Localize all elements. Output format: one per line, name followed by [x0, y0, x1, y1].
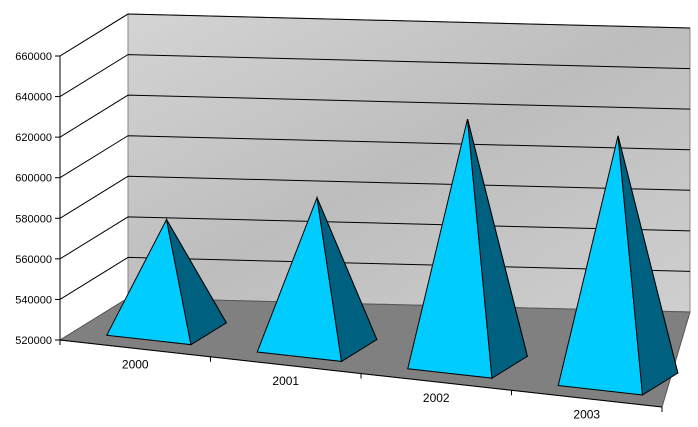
pyramid-2000: [105, 218, 228, 346]
pyramid-face-side: [166, 219, 228, 346]
pyramid-face-side: [316, 197, 378, 363]
x-tick-label: 2000: [122, 357, 149, 371]
y-tick-label: 580000: [15, 213, 52, 225]
y-tick-label: 560000: [15, 254, 52, 266]
gridline: [59, 94, 691, 138]
x-tick-label: 2002: [423, 391, 450, 405]
pyramid-2003: [557, 135, 679, 396]
y-tick-label: 640000: [15, 92, 52, 104]
gridline: [59, 54, 691, 97]
side-wall: [59, 13, 129, 341]
gridline: [59, 135, 691, 179]
pyramid-2002: [407, 119, 529, 380]
y-tick-label: 660000: [15, 51, 52, 63]
pyramid-2001: [256, 195, 378, 363]
y-tick-label: 520000: [15, 335, 52, 347]
pyramid-face-side: [617, 135, 679, 396]
x-tick-label: 2001: [272, 374, 299, 388]
y-tick-label: 600000: [15, 173, 52, 185]
x-tick-label: 2003: [573, 408, 600, 422]
y-tick-label: 540000: [15, 294, 52, 306]
gridline: [59, 175, 691, 219]
pyramid-face-side: [467, 119, 528, 380]
gridline: [59, 13, 691, 57]
y-tick-label: 620000: [15, 132, 52, 144]
gridline: [59, 216, 691, 260]
